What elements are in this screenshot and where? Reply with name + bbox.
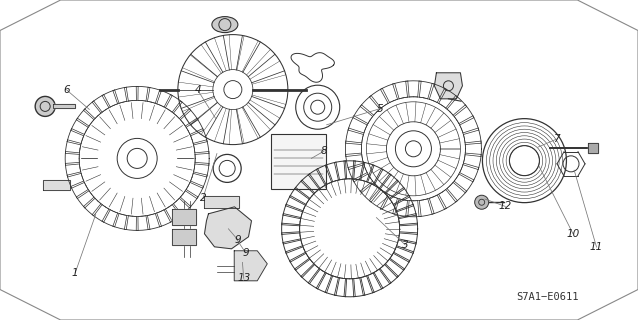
Text: 12: 12 <box>499 201 512 212</box>
Polygon shape <box>43 180 70 190</box>
Ellipse shape <box>475 195 489 209</box>
Text: 3: 3 <box>402 240 408 250</box>
Text: 9: 9 <box>235 235 241 245</box>
Ellipse shape <box>212 17 238 33</box>
Text: 8: 8 <box>321 146 327 156</box>
Polygon shape <box>434 73 463 99</box>
Text: 5: 5 <box>376 104 383 114</box>
Text: S7A1−E0611: S7A1−E0611 <box>516 292 579 302</box>
Text: 9: 9 <box>242 248 249 258</box>
Text: 7: 7 <box>553 134 560 144</box>
Ellipse shape <box>345 81 482 217</box>
Text: 4: 4 <box>195 85 201 95</box>
Ellipse shape <box>281 161 418 297</box>
Polygon shape <box>53 104 75 108</box>
Ellipse shape <box>35 96 55 116</box>
Text: 1: 1 <box>72 268 78 278</box>
Polygon shape <box>172 229 197 245</box>
Polygon shape <box>588 143 598 153</box>
Text: 6: 6 <box>64 85 70 95</box>
Text: 13: 13 <box>237 273 250 284</box>
Polygon shape <box>205 207 251 249</box>
Text: 11: 11 <box>590 242 603 252</box>
Text: 2: 2 <box>200 193 206 204</box>
Text: 10: 10 <box>567 228 579 239</box>
Polygon shape <box>234 251 267 281</box>
Polygon shape <box>172 209 197 225</box>
Polygon shape <box>204 196 239 208</box>
Bar <box>271 134 326 189</box>
Ellipse shape <box>65 86 209 230</box>
